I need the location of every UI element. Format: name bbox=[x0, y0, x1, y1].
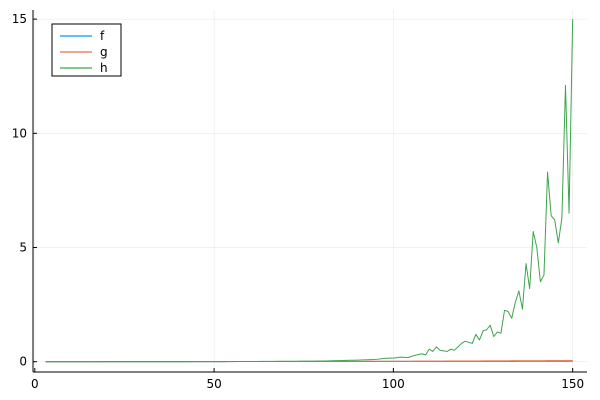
legend-box bbox=[51, 23, 122, 77]
x-tick-label: 50 bbox=[206, 377, 221, 391]
legend-label-f: f bbox=[100, 29, 105, 43]
tick-labels: 0 50 100 150 0 5 10 15 bbox=[12, 12, 584, 391]
legend: fgh bbox=[51, 23, 122, 77]
legend-label-g: g bbox=[100, 45, 108, 59]
x-tick-label: 100 bbox=[382, 377, 405, 391]
series-line-h bbox=[45, 19, 574, 363]
legend-label-h: h bbox=[100, 61, 108, 75]
grid bbox=[33, 10, 587, 372]
y-tick-label: 15 bbox=[12, 12, 27, 26]
x-tick-label: 0 bbox=[31, 377, 39, 391]
axes bbox=[32, 10, 587, 373]
y-tick-label: 10 bbox=[12, 126, 27, 140]
y-tick-label: 5 bbox=[19, 241, 27, 255]
y-tick-label: 0 bbox=[19, 355, 27, 369]
series-lines bbox=[45, 19, 574, 363]
x-tick-label: 150 bbox=[561, 377, 584, 391]
